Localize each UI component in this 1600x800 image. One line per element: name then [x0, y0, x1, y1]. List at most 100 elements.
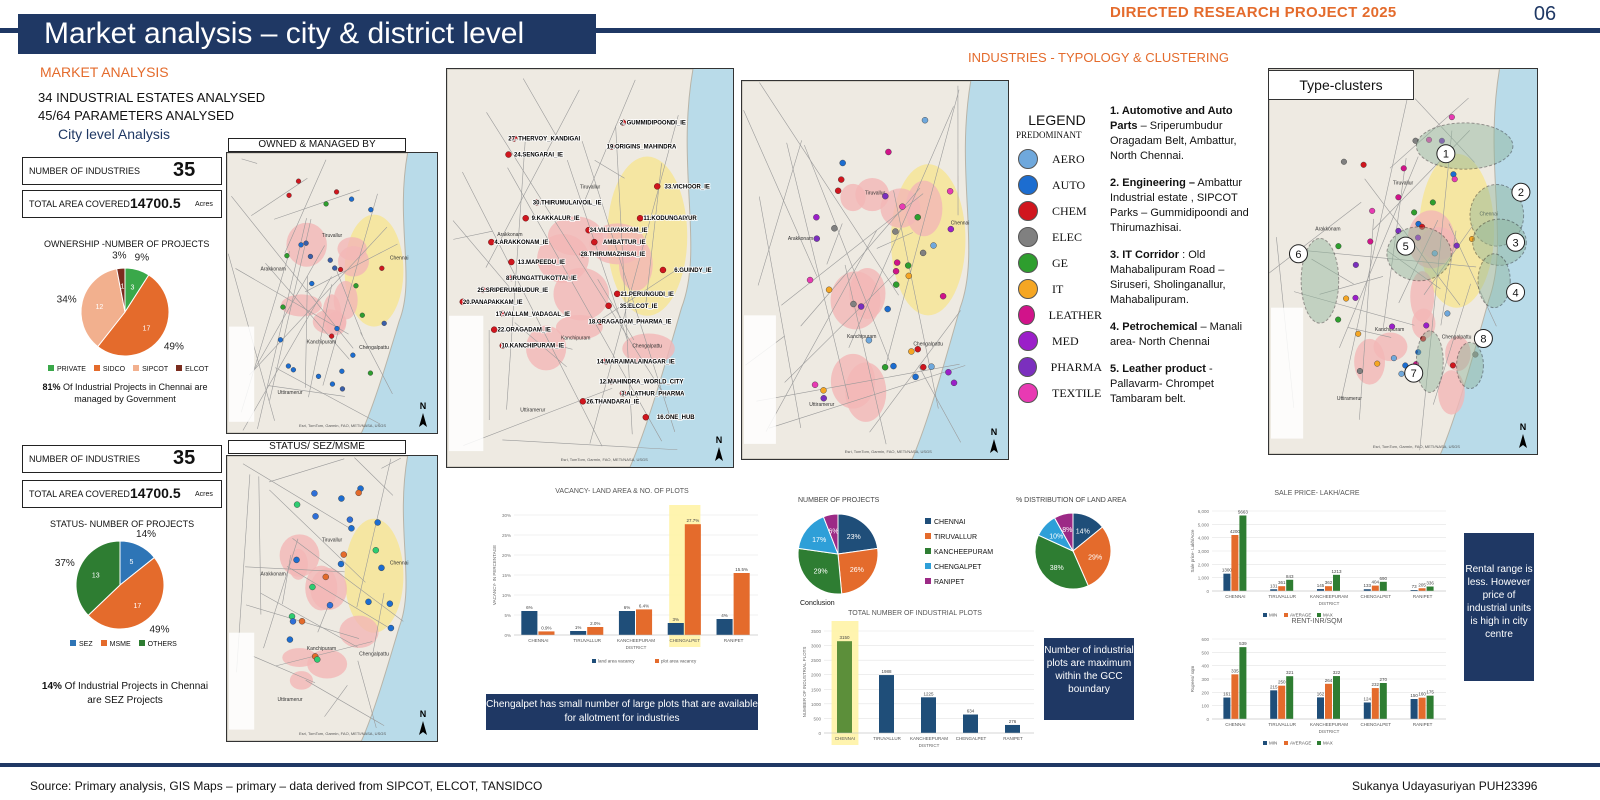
map-legend-box — [449, 315, 484, 452]
vacancy-chart-panel: VACANCY- LAND AREA & NO. OF PLOTS 0% 5% 10… — [480, 488, 764, 668]
map-attribution: Esri, TomTom, Garmin, FAO, METI/NASA, US… — [1373, 444, 1460, 449]
road — [284, 159, 327, 254]
y-tick-label: 5% — [504, 613, 511, 618]
rent-title: RENT-INR/SQM — [1291, 618, 1343, 625]
map-legend-box — [229, 632, 255, 730]
cluster-marker-6 — [1288, 244, 1308, 264]
map-legend-box — [744, 315, 776, 444]
industry-point — [293, 556, 300, 564]
type-clusters-map: N Esri, TomTom, Garmin, FAO, METI/NASA, U… — [1268, 68, 1538, 455]
num-industries-label-2: NUMBER OF INDUSTRIES — [29, 454, 141, 464]
area-box-2: TOTAL AREA COVERED 14700.5 Acres — [22, 480, 222, 508]
industry-point — [930, 242, 937, 249]
place-label-arakkonam: Arakkonam — [261, 267, 286, 273]
bar-value-label: 6.4% — [639, 603, 649, 608]
road — [1347, 327, 1392, 338]
cluster-zone-1 — [1415, 122, 1514, 170]
bar-value-label: 322 — [1333, 670, 1341, 675]
legend-swatch-pharma — [1018, 357, 1037, 377]
estate-point — [619, 119, 627, 126]
cluster-number-1: 1 — [1443, 149, 1449, 161]
chengalpet-note: Chengalpet has small number of large plo… — [486, 694, 758, 730]
place-label-kanchipuram: Kanchipuram — [561, 336, 590, 342]
cluster-number-4: 4 — [1512, 287, 1518, 299]
road — [1419, 130, 1453, 451]
industry-point — [337, 560, 345, 568]
y-tick-label: 20% — [502, 553, 511, 558]
legend-swatch — [1317, 741, 1321, 745]
estate-label: 13.MAPEEDU_IE — [518, 260, 565, 266]
industry-point — [806, 276, 814, 284]
map-canvas: N Esri, TomTom, Garmin, FAO, METI/NASA, U… — [227, 456, 437, 741]
industry-point — [338, 495, 345, 502]
industry-point — [950, 379, 958, 387]
industry-point — [290, 367, 296, 373]
y-tick-label: 25% — [502, 533, 511, 538]
cluster-zone-8 — [1456, 341, 1484, 390]
place-label-chennai: Chennai — [672, 216, 691, 222]
legend-title: LEGEND — [1028, 112, 1086, 128]
road — [1432, 283, 1471, 405]
y-tick-label: 100 — [1201, 704, 1209, 709]
pie-slice-tiruvallur — [837, 547, 879, 595]
vacancy-chart: 0% 5% 10% 15% 20% 25% 30% 6% 0.9% CHENNAI 1% 2.0% TI… — [492, 505, 758, 664]
cluster-marker-4 — [1506, 282, 1526, 302]
status-title: STATUS- NUMBER OF PROJECTS — [50, 519, 195, 529]
x-tick-label: RANIPET — [724, 638, 744, 643]
bar-value-label: 131 — [1270, 583, 1278, 588]
bar-value-label: 335 — [1231, 668, 1239, 673]
legend-swatch — [1284, 613, 1288, 617]
bar-value-label: 73 — [1412, 584, 1418, 589]
legend-label: AUTO — [1052, 177, 1086, 192]
place-label-uttiramerur: Uttiramerur — [277, 697, 302, 703]
industries-typology-map: N Esri, TomTom, Garmin, FAO, METI/NASA, U… — [741, 80, 1009, 460]
slice-label-elcot: 1 — [121, 284, 125, 291]
industry-point — [850, 300, 857, 308]
legend-entry-sez: SEZ — [70, 640, 93, 648]
estate-point — [613, 290, 621, 298]
y-tick-label: 600 — [1201, 637, 1209, 642]
map-attribution: Esri, TomTom, Garmin, FAO, METI/NASA, US… — [299, 731, 386, 736]
industry-point — [1453, 242, 1460, 249]
road — [756, 363, 960, 402]
slice-label-msme: 17 — [133, 603, 141, 610]
legend-entry-msme: MSME — [100, 640, 131, 648]
estate-point — [499, 310, 506, 317]
x-tick-label: CHENGALPET — [956, 736, 987, 741]
area-box: TOTAL AREA COVERED 14700.5 Acres — [22, 190, 222, 218]
legend-item-it: IT — [1018, 276, 1102, 302]
bar-tiruvallur-min — [1270, 690, 1278, 719]
bar-ranipet-max — [1426, 586, 1434, 591]
road — [357, 660, 377, 728]
legend-label: GE — [1052, 255, 1068, 270]
industry-point — [284, 253, 290, 259]
industrial-zone — [312, 309, 347, 335]
num-industries-box: NUMBER OF INDUSTRIES 35 — [22, 157, 222, 185]
bar-ranipet-average — [1418, 697, 1426, 719]
estate-point — [533, 199, 541, 206]
bar-value-label: 362 — [1325, 580, 1333, 585]
bar-chennai-max — [1239, 647, 1247, 719]
y-tick-label: 3000 — [811, 644, 822, 649]
bar-tiruvallur-max — [1286, 676, 1294, 719]
industry-point — [348, 525, 355, 532]
bar-chengalpet-min — [1363, 589, 1371, 591]
road — [768, 365, 966, 429]
industry-point — [811, 381, 819, 388]
slice-label-sidco: 17 — [143, 325, 151, 332]
estate-label: 2. GUMMIDIPOONDI_IE — [620, 121, 686, 127]
bar-tiruvallur-average — [1278, 586, 1286, 591]
legend-label: TEXTILE — [1052, 385, 1102, 400]
industry-point — [353, 283, 359, 289]
industry-point — [893, 259, 901, 266]
cluster-marker-5 — [1396, 236, 1416, 256]
estate-label: 3.ALATHUR_PHARMA — [621, 391, 685, 397]
industrial-zone — [537, 233, 589, 283]
bar-chennai-plot-area-vacancy — [538, 631, 555, 635]
road — [1269, 201, 1362, 274]
bar-tiruvallur-land-area-vacancy — [570, 631, 587, 635]
north-arrow: N — [991, 427, 998, 437]
legend-label: MED — [1052, 333, 1079, 348]
industry-point — [908, 348, 915, 355]
cluster-zone-5 — [1386, 226, 1452, 282]
